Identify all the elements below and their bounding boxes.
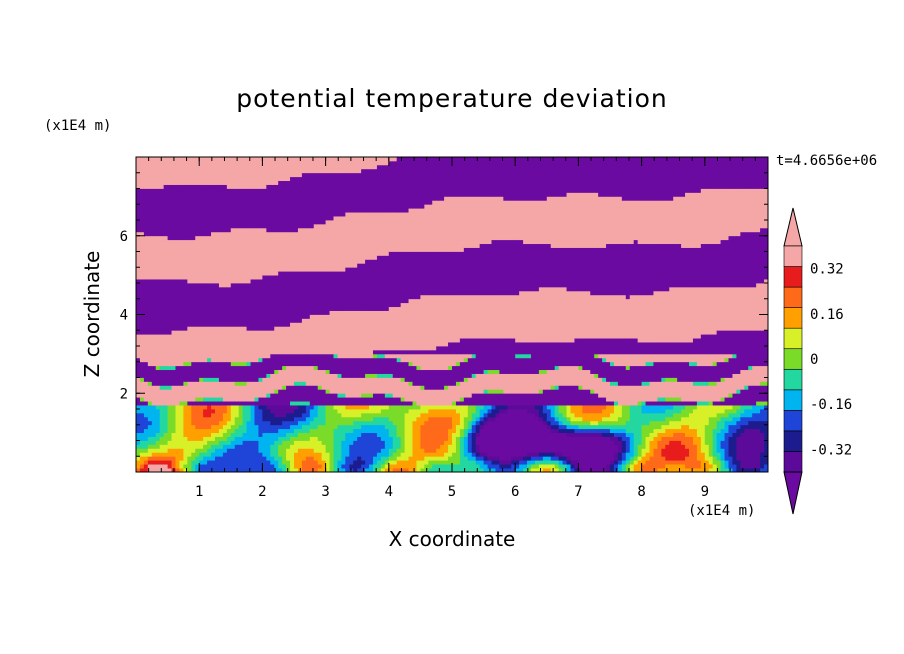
y-tick-label: 2 <box>120 386 128 402</box>
colorbar-segment <box>783 430 803 452</box>
y-tick-label: 6 <box>120 229 128 245</box>
colorbar-segment <box>783 451 803 473</box>
colorbar-segment <box>783 410 803 432</box>
colorbar-over-arrow <box>783 207 803 247</box>
x-tick-label: 3 <box>321 484 329 500</box>
colorbar-tick-label: -0.32 <box>810 442 852 458</box>
colorbar-segment <box>783 266 803 288</box>
colorbar-segment <box>783 389 803 411</box>
colorbar-tick-label: 0.32 <box>810 262 844 278</box>
x-tick-label: 2 <box>258 484 266 500</box>
x-tick-label: 4 <box>385 484 393 500</box>
x-tick-label: 8 <box>637 484 645 500</box>
x-tick-label: 7 <box>574 484 582 500</box>
x-tick-label: 6 <box>511 484 519 500</box>
colorbar-segment <box>783 286 803 308</box>
z-axis-unit: (x1E4 m) <box>44 118 112 134</box>
x-tick-label: 5 <box>448 484 456 500</box>
colorbar-segment <box>783 348 803 370</box>
contour-field <box>136 157 769 473</box>
y-tick-label: 4 <box>120 308 128 324</box>
x-axis-label: X coordinate <box>388 527 516 551</box>
colorbar-segment <box>783 307 803 329</box>
chart-title: potential temperature deviation <box>236 84 668 113</box>
x-axis-unit: (x1E4 m) <box>688 503 756 519</box>
colorbar-segment <box>783 245 803 267</box>
time-label: t=4.6656e+06 <box>776 153 878 169</box>
colorbar-tick-label: 0 <box>810 352 818 368</box>
x-tick-label: 9 <box>701 484 709 500</box>
x-tick-label: 1 <box>195 484 203 500</box>
colorbar-tick-label: 0.16 <box>810 307 844 323</box>
colorbar-tick-label: -0.16 <box>810 397 852 413</box>
colorbar-segment <box>783 327 803 350</box>
colorbar-under-arrow <box>783 471 803 515</box>
colorbar-segment <box>783 368 803 391</box>
